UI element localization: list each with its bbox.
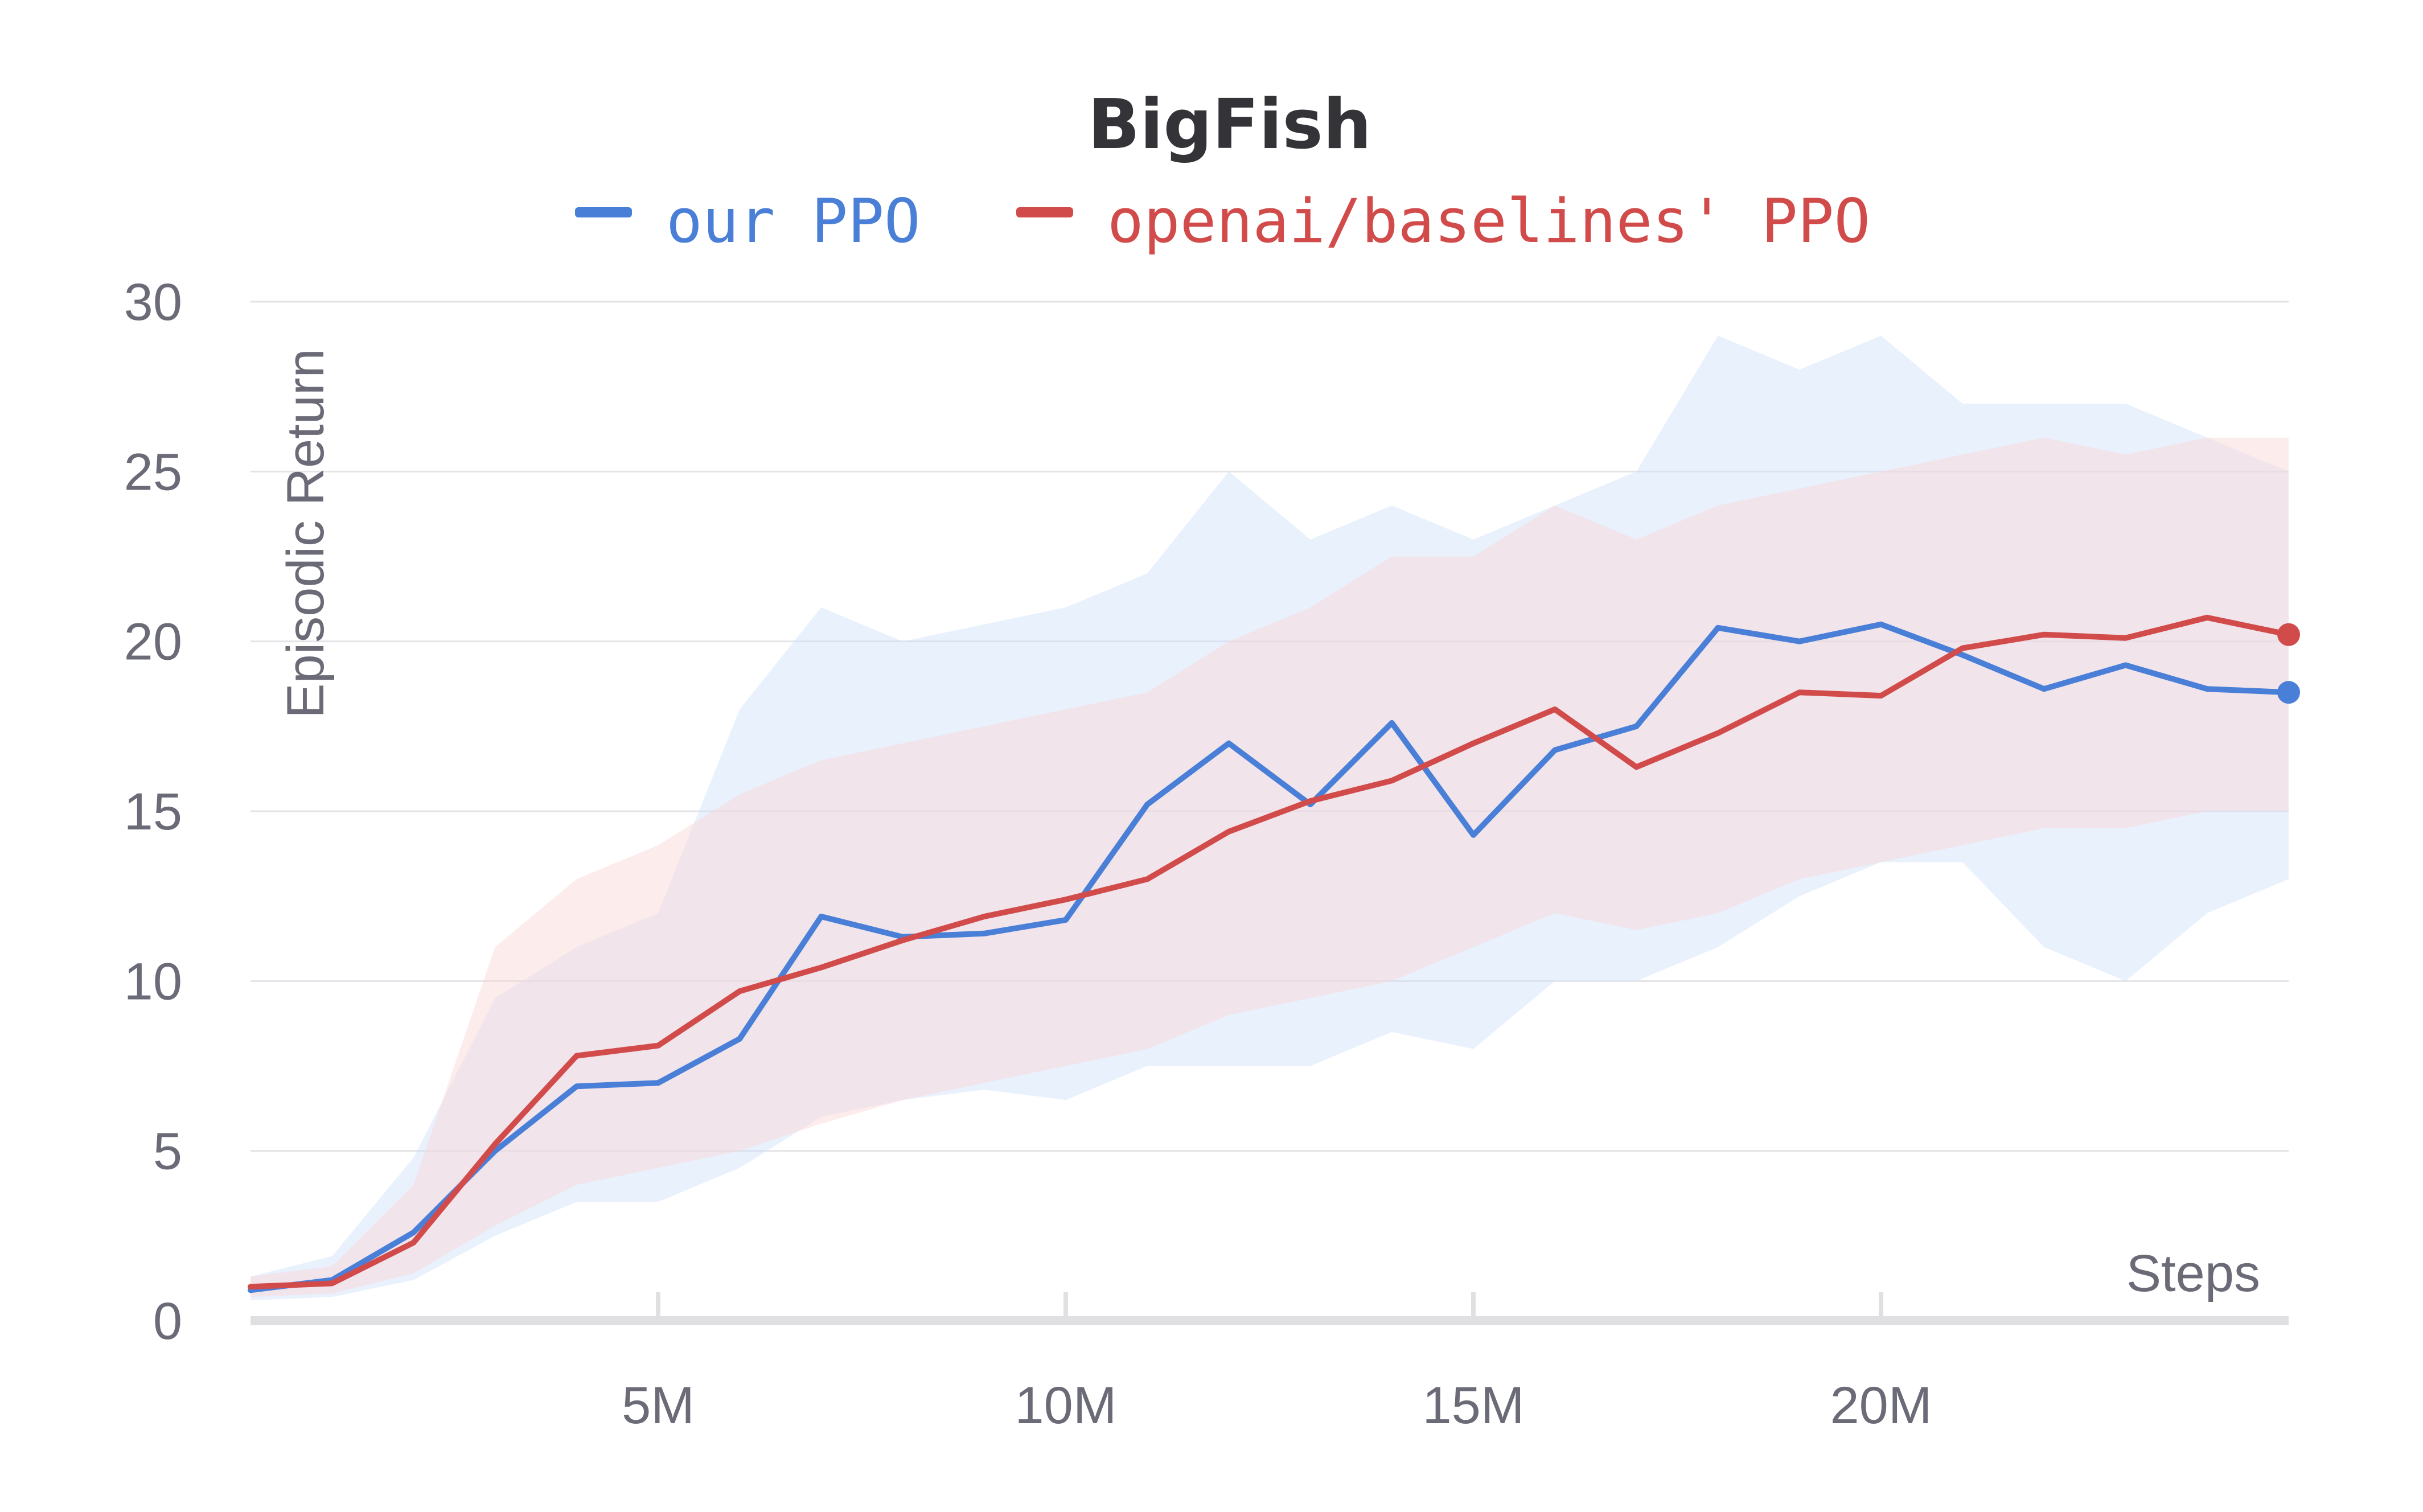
x-axis: 5M 10M 15M 20M bbox=[250, 1292, 2289, 1435]
y-tick-label-20: 20 bbox=[124, 613, 182, 671]
x-tick-label-20M: 20M bbox=[1830, 1377, 1932, 1435]
series-lines bbox=[248, 614, 2300, 1293]
y-tick-label-30: 30 bbox=[124, 273, 182, 331]
legend-label-baselines-ppo: openai/baselines' PPO bbox=[1107, 186, 1870, 256]
y-axis-label: Episodic Return bbox=[277, 348, 335, 718]
y-tick-label-10: 10 bbox=[124, 952, 182, 1010]
y-tick-label-0: 0 bbox=[153, 1292, 182, 1350]
grid-lines bbox=[250, 301, 2289, 1152]
line-series-1 bbox=[248, 614, 2291, 1290]
x-axis-label: Steps bbox=[2126, 1244, 2260, 1303]
x-tick-label-5M: 5M bbox=[622, 1377, 695, 1435]
legend-item-our-ppo[interactable]: our PPO bbox=[575, 186, 921, 256]
line-series-0 bbox=[248, 621, 2291, 1293]
y-axis-ticks: 0 5 10 15 20 25 30 bbox=[124, 273, 182, 1350]
legend-swatch-baselines-ppo bbox=[1016, 207, 1073, 217]
y-tick-label-25: 25 bbox=[124, 443, 182, 501]
legend-item-baselines-ppo[interactable]: openai/baselines' PPO bbox=[1016, 186, 1870, 256]
band-series-1 bbox=[250, 437, 2289, 1297]
legend-label-our-ppo: our PPO bbox=[666, 186, 921, 256]
legend: our PPO openai/baselines' PPO bbox=[575, 186, 1870, 256]
end-point-series-1 bbox=[2277, 623, 2300, 646]
y-tick-label-15: 15 bbox=[124, 783, 182, 841]
chart-title: BigFish bbox=[1088, 85, 1371, 165]
x-tick-label-10M: 10M bbox=[1015, 1377, 1117, 1435]
legend-swatch-our-ppo bbox=[575, 207, 632, 217]
x-tick-label-15M: 15M bbox=[1423, 1377, 1525, 1435]
y-tick-label-5: 5 bbox=[153, 1123, 182, 1181]
end-point-series-0 bbox=[2277, 681, 2300, 704]
